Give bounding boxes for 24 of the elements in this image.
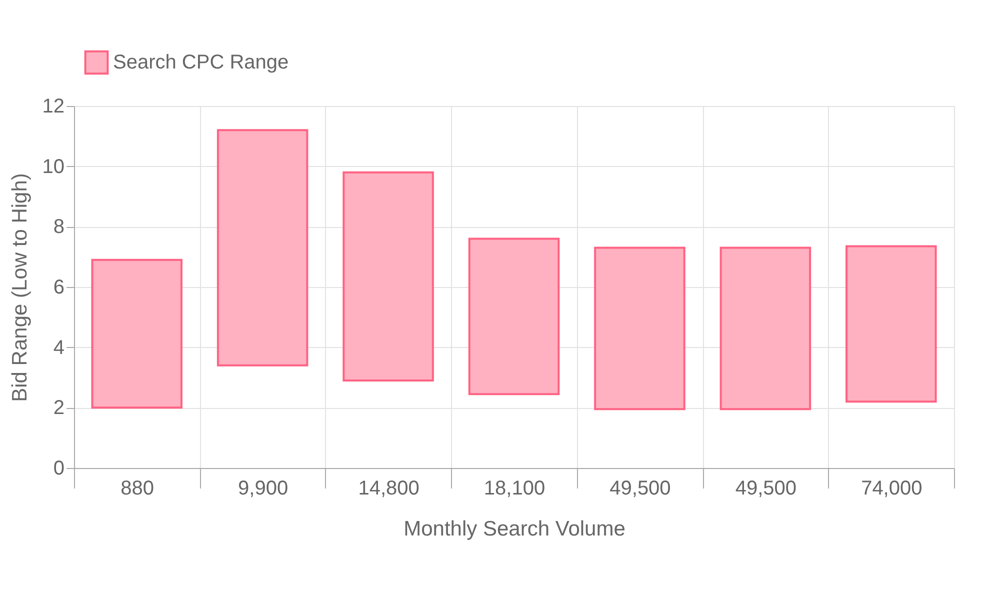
x-tick-label: 49,500 [610, 478, 671, 500]
bar [594, 246, 686, 410]
bar [216, 129, 308, 366]
bar [91, 258, 182, 409]
bar [342, 171, 434, 382]
x-tick-label: 880 [120, 478, 154, 500]
x-tick-label: 18,100 [484, 478, 546, 500]
x-tick-label: 9,900 [238, 478, 288, 500]
y-axis-title: Bid Range (Low to High) [8, 173, 32, 402]
y-tick-label: 8 [53, 216, 64, 238]
x-axis-title: Monthly Search Volume [404, 518, 626, 540]
y-tick-label: 4 [53, 336, 64, 359]
x-tick-label: 49,500 [735, 478, 797, 500]
y-tick-label: 0 [53, 458, 64, 480]
y-tick-label: 2 [53, 397, 64, 420]
bar [720, 246, 812, 410]
y-tick-label: 6 [53, 276, 64, 298]
bar [846, 245, 937, 403]
x-tick-label: 74,000 [861, 478, 922, 500]
x-tick-label: 14,800 [358, 478, 420, 500]
bar [468, 238, 560, 396]
y-tick-label: 10 [42, 156, 64, 178]
legend-label: Search CPC Range [113, 52, 289, 74]
y-tick-label: 12 [42, 96, 64, 118]
